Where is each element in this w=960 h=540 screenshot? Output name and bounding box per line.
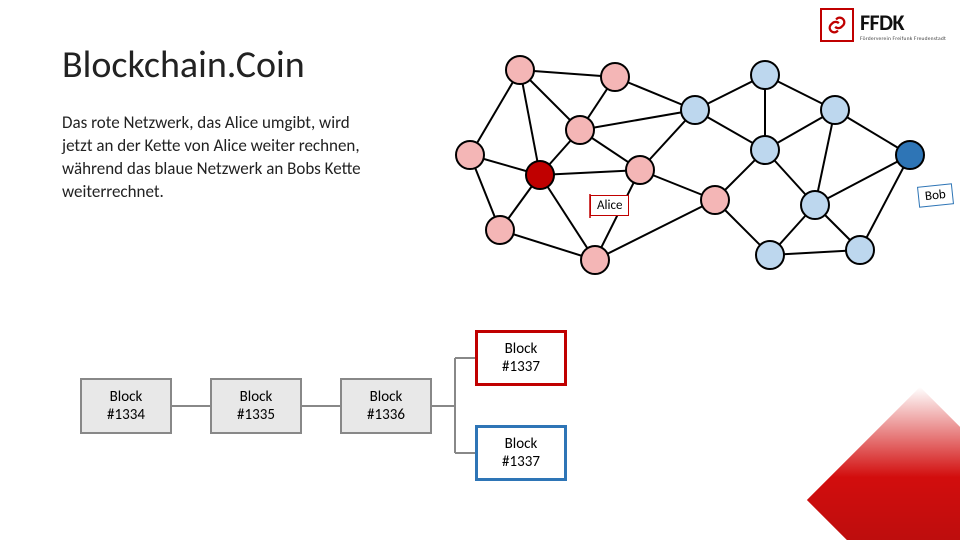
network-node	[756, 241, 784, 269]
network-node	[681, 96, 709, 124]
network-node	[506, 56, 534, 84]
network-node	[626, 156, 654, 184]
network-node	[846, 236, 874, 264]
logo-subtitle: Förderverein Freifunk Freudenstadt	[860, 36, 946, 42]
description-text: Das rote Netzwerk, das Alice umgibt, wir…	[62, 112, 382, 204]
network-node	[801, 191, 829, 219]
network-node	[701, 186, 729, 214]
network-node	[456, 141, 484, 169]
bob-node	[896, 141, 924, 169]
network-node	[751, 136, 779, 164]
network-node	[601, 63, 629, 91]
corner-decoration	[807, 387, 960, 540]
alice-flag: Alice	[590, 195, 629, 216]
block-main: Block#1336	[340, 378, 432, 434]
network-node	[821, 96, 849, 124]
link-icon	[820, 8, 854, 42]
block-main: Block#1334	[80, 378, 172, 434]
page-title: Blockchain.Coin	[62, 42, 305, 88]
alice-node	[526, 161, 554, 189]
alice-flag-label: Alice	[597, 198, 622, 213]
network-edge	[580, 110, 695, 130]
block-branch: Block#1337	[475, 425, 567, 481]
bob-flag-label: Bob	[924, 187, 946, 204]
block-main: Block#1335	[210, 378, 302, 434]
network-node	[751, 61, 779, 89]
block-branch: Block#1337	[475, 330, 567, 386]
network-node	[566, 116, 594, 144]
bob-flag: Bob	[917, 183, 954, 208]
logo-text: FFDK	[860, 9, 946, 36]
network-node	[581, 246, 609, 274]
network-edge	[540, 170, 640, 175]
logo: FFDK Förderverein Freifunk Freudenstadt	[820, 8, 946, 42]
network-diagram	[420, 55, 950, 275]
network-node	[486, 216, 514, 244]
network-edge	[540, 175, 595, 260]
